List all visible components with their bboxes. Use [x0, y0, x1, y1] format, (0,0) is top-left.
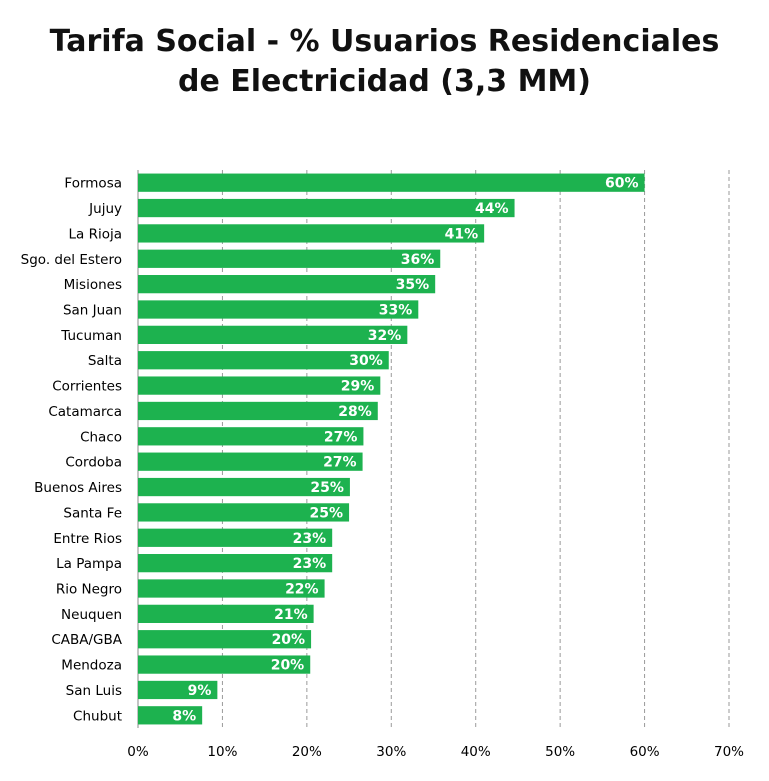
- x-tick-label: 0%: [127, 744, 149, 760]
- data-label: 22%: [285, 582, 319, 598]
- data-label: 23%: [293, 531, 327, 547]
- category-label: Neuquen: [61, 607, 122, 623]
- data-label: 36%: [401, 252, 435, 268]
- bar: [138, 198, 515, 218]
- category-label: San Juan: [63, 303, 122, 319]
- x-tick-label: 70%: [714, 744, 744, 760]
- category-label: Rio Negro: [56, 582, 122, 598]
- bar: [138, 706, 203, 725]
- x-tick-label: 10%: [207, 744, 237, 760]
- bar: [138, 249, 441, 268]
- data-label: 20%: [271, 658, 305, 674]
- x-tick-label: 40%: [461, 744, 491, 760]
- category-label: Sgo. del Estero: [21, 252, 122, 268]
- category-label: San Luis: [66, 683, 122, 699]
- category-label: Chaco: [80, 429, 122, 445]
- bar: [138, 579, 325, 598]
- data-label: 28%: [338, 404, 372, 420]
- category-label: Misiones: [64, 277, 122, 293]
- bar: [138, 224, 485, 243]
- data-label: 33%: [379, 303, 413, 319]
- category-label: Catamarca: [48, 404, 122, 420]
- chart-title-line-1: Tarifa Social - % Usuarios Residenciales: [49, 24, 720, 59]
- x-tick-label: 30%: [376, 744, 406, 760]
- data-label: 60%: [605, 176, 639, 192]
- category-label: Jujuy: [88, 201, 122, 217]
- bar: [138, 528, 333, 547]
- category-labels: Formosa Jujuy La Rioja Sgo. del Estero Misio…: [21, 176, 123, 725]
- chart-title-line-2: de Electricidad (3,3 MM): [177, 64, 591, 99]
- x-tick-label: 50%: [545, 744, 575, 760]
- data-label: 32%: [368, 328, 402, 344]
- category-label: Salta: [88, 353, 122, 369]
- bar: [138, 300, 419, 319]
- category-label: Entre Rios: [53, 531, 122, 547]
- data-label: 44%: [475, 201, 509, 217]
- data-label: 23%: [293, 556, 327, 572]
- data-label: 9%: [188, 683, 212, 699]
- category-label: Cordoba: [65, 455, 122, 471]
- bar: [138, 351, 389, 370]
- category-label: Chubut: [73, 708, 122, 724]
- bar: [138, 554, 333, 573]
- bar: [138, 477, 350, 497]
- x-tick-label: 20%: [292, 744, 322, 760]
- chart-title: Tarifa Social - % Usuarios Residenciales…: [0, 22, 769, 102]
- category-label: La Pampa: [56, 556, 122, 572]
- category-label: CABA/GBA: [51, 632, 122, 648]
- bar: [138, 630, 312, 649]
- category-label: Santa Fe: [63, 505, 122, 521]
- data-label: 25%: [310, 480, 344, 496]
- category-label: Mendoza: [61, 658, 122, 674]
- category-label: Buenos Aires: [34, 480, 122, 496]
- x-tick-label: 60%: [630, 744, 660, 760]
- data-label: 21%: [274, 607, 308, 623]
- category-label: Tucuman: [60, 328, 122, 344]
- x-tick-labels: 0% 10% 20% 30% 40% 50% 60% 70%: [127, 744, 744, 760]
- category-label: Formosa: [64, 176, 122, 192]
- bar: [138, 427, 364, 446]
- data-label: 20%: [272, 632, 306, 648]
- data-label: 27%: [323, 455, 357, 471]
- data-label: 29%: [341, 379, 375, 395]
- data-label: 35%: [396, 277, 430, 293]
- data-label: 8%: [172, 708, 196, 724]
- category-label: Corrientes: [52, 379, 122, 395]
- category-label: La Rioja: [69, 226, 123, 242]
- bar: [138, 275, 436, 294]
- data-label: 30%: [349, 353, 383, 369]
- bar: [138, 325, 408, 344]
- bar: [138, 680, 218, 700]
- data-label: 27%: [324, 429, 358, 445]
- bar: [138, 173, 645, 192]
- bars: 60% 44% 41% 36% 35% 33% 32% 30% 29% 28% 27% 27% 25% 2…: [138, 173, 645, 725]
- bar: [138, 401, 378, 421]
- bar: [138, 452, 363, 471]
- bar: [138, 503, 350, 522]
- bar: [138, 604, 314, 623]
- bar: [138, 655, 311, 674]
- data-label: 41%: [445, 226, 479, 242]
- data-label: 25%: [310, 505, 344, 521]
- bar: [138, 376, 381, 395]
